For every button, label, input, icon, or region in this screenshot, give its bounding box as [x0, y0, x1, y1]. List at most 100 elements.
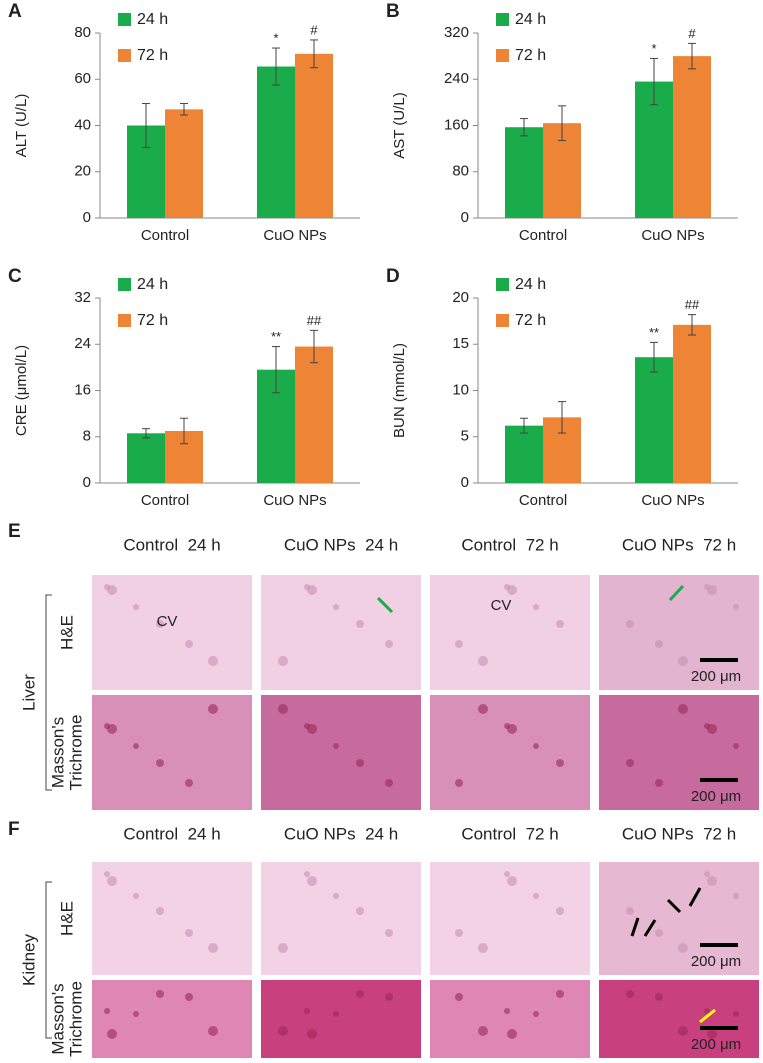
- column-header: CuO NPs 72 h: [622, 824, 736, 843]
- y-tick-label: 32: [74, 289, 91, 306]
- tissue-detail: [507, 1029, 517, 1039]
- tissue-detail: [556, 907, 564, 915]
- vessel-label: CV: [157, 613, 178, 630]
- bar: [257, 66, 295, 218]
- x-tick-label: CuO NPs: [641, 492, 704, 509]
- significance-marker: #: [688, 26, 696, 41]
- tissue-detail: [333, 893, 339, 899]
- arrow: [668, 584, 685, 602]
- tissue-detail: [704, 871, 710, 877]
- bracket: [45, 594, 52, 791]
- panel-letter: B: [386, 1, 400, 22]
- y-tick-label: 40: [74, 116, 91, 133]
- tissue-detail: [655, 929, 663, 937]
- y-tick-label: 20: [452, 289, 469, 306]
- legend-label: 24 h: [515, 11, 546, 28]
- tissue-detail: [556, 620, 564, 628]
- vessel-label: CV: [491, 597, 512, 614]
- scale-bar-label: 200 μm: [691, 788, 741, 805]
- tissue-detail: [455, 929, 463, 937]
- tissue-detail: [107, 876, 117, 886]
- legend-label: 72 h: [515, 312, 546, 329]
- micrograph: [430, 980, 590, 1058]
- tissue-detail: [707, 1029, 717, 1039]
- y-axis-label: CRE (μmol/L): [13, 345, 30, 436]
- micrograph: [599, 575, 759, 690]
- tissue-detail: [307, 1029, 317, 1039]
- row-label: Trichrome: [66, 715, 85, 791]
- micrograph: [261, 862, 421, 975]
- tissue-detail: [356, 907, 364, 915]
- legend-label: 72 h: [137, 47, 168, 64]
- tissue-detail: [185, 993, 193, 1001]
- error-bar: [688, 42, 696, 70]
- bar: [635, 357, 673, 483]
- tissue-detail: [208, 704, 218, 714]
- column-header: Control 24 h: [123, 535, 220, 554]
- significance-marker: **: [271, 329, 281, 344]
- x-tick-label: Control: [141, 227, 189, 244]
- tissue-detail: [307, 876, 317, 886]
- tissue-detail: [307, 585, 317, 595]
- tissue-detail: [507, 585, 517, 595]
- bar: [673, 324, 711, 483]
- row-label: Masson's: [48, 983, 67, 1054]
- significance-marker: *: [651, 41, 656, 56]
- x-tick-label: Control: [141, 492, 189, 509]
- error-bar: [180, 417, 188, 445]
- legend-label: 72 h: [515, 47, 546, 64]
- arrow: [630, 917, 640, 937]
- significance-marker: *: [273, 30, 278, 45]
- micrograph: [430, 695, 590, 810]
- significance-marker: **: [649, 325, 659, 340]
- x-tick-label: CuO NPs: [263, 227, 326, 244]
- panel-letter: E: [8, 521, 21, 542]
- tissue-detail: [478, 943, 488, 953]
- tissue-detail: [455, 779, 463, 787]
- y-tick-label: 0: [83, 209, 91, 226]
- tissue-detail: [156, 620, 164, 628]
- legend-label: 24 h: [137, 11, 168, 28]
- tissue-detail: [655, 993, 663, 1001]
- y-tick-label: 16: [74, 381, 91, 398]
- row-label: H&E: [57, 615, 76, 650]
- tissue-detail: [278, 656, 288, 666]
- tissue-detail: [533, 743, 539, 749]
- y-axis-label: ALT (U/L): [13, 94, 30, 158]
- tissue-detail: [455, 993, 463, 1001]
- micrograph: [261, 980, 421, 1058]
- y-tick-label: 0: [461, 474, 469, 491]
- bar: [295, 53, 333, 218]
- tissue-detail: [707, 724, 717, 734]
- tissue-detail: [478, 1026, 488, 1036]
- scale-bar-label: 200 μm: [691, 668, 741, 685]
- micrograph: [261, 695, 421, 810]
- tissue-detail: [356, 990, 364, 998]
- tissue-detail: [385, 779, 393, 787]
- arrow: [688, 887, 702, 907]
- legend-swatch: [496, 49, 509, 62]
- tissue-detail: [533, 1011, 539, 1017]
- tissue-detail: [133, 893, 139, 899]
- tissue-detail: [107, 724, 117, 734]
- bar: [127, 433, 165, 483]
- micrograph: [92, 980, 252, 1058]
- tissue-detail: [678, 704, 688, 714]
- tissue-detail: [107, 1029, 117, 1039]
- tissue-detail: [707, 585, 717, 595]
- y-tick-label: 0: [461, 209, 469, 226]
- tissue-detail: [678, 943, 688, 953]
- error-bar: [272, 47, 280, 86]
- panel-letter: F: [8, 819, 20, 840]
- tissue-detail: [733, 743, 739, 749]
- panel-letter: A: [8, 1, 22, 22]
- significance-marker: #: [310, 22, 318, 37]
- tissue-detail: [208, 656, 218, 666]
- bar: [673, 56, 711, 218]
- legend-swatch: [118, 314, 131, 327]
- tissue-detail: [455, 640, 463, 648]
- y-tick-label: 240: [444, 70, 469, 87]
- tissue-detail: [185, 640, 193, 648]
- tissue-detail: [208, 943, 218, 953]
- tissue-detail: [385, 993, 393, 1001]
